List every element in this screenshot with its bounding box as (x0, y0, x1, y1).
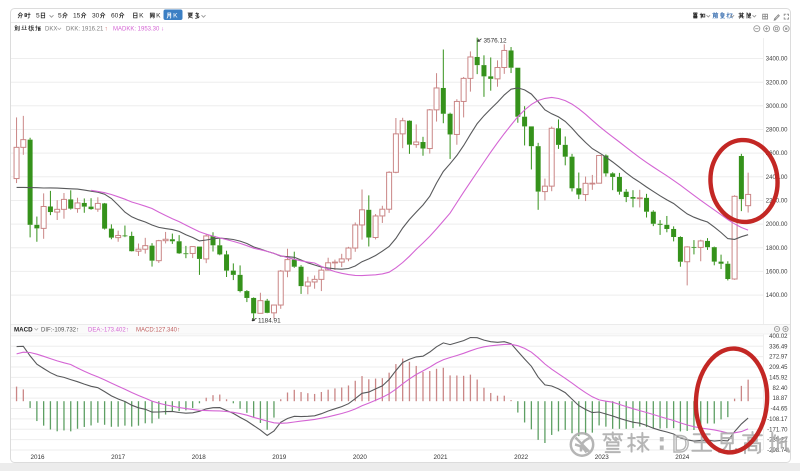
svg-text:MACD: MACD (14, 326, 33, 333)
svg-text:2023: 2023 (595, 454, 610, 461)
svg-text:2800.00: 2800.00 (766, 128, 788, 134)
svg-text:2022: 2022 (514, 454, 529, 461)
svg-text:-44.65: -44.65 (770, 407, 788, 413)
svg-text:2018: 2018 (192, 454, 207, 461)
svg-text:2200.00: 2200.00 (766, 199, 788, 205)
svg-text:1800.00: 1800.00 (766, 246, 788, 252)
svg-text:1184.91: 1184.91 (258, 318, 281, 325)
svg-text:2021: 2021 (433, 454, 448, 461)
svg-text:82.40: 82.40 (772, 386, 788, 392)
svg-text:18.87: 18.87 (772, 396, 788, 402)
svg-text:K: K (173, 13, 178, 20)
svg-text:1600.00: 1600.00 (766, 270, 788, 276)
svg-text:DKK: 1916.21: DKK: 1916.21 (66, 26, 104, 32)
svg-text:DKX: DKX (45, 26, 57, 32)
svg-text:K: K (156, 13, 161, 20)
svg-text:DIF:-109.732↑: DIF:-109.732↑ (41, 327, 79, 333)
svg-text:2020: 2020 (353, 454, 368, 461)
svg-text:K: K (139, 13, 144, 20)
svg-text:30: 30 (92, 13, 100, 20)
svg-text:-108.17: -108.17 (767, 417, 788, 423)
svg-text:1400.00: 1400.00 (766, 293, 788, 299)
svg-text:2017: 2017 (111, 454, 126, 461)
svg-text:3400.00: 3400.00 (766, 57, 788, 63)
svg-text:3200.00: 3200.00 (766, 80, 788, 86)
svg-text:209.45: 209.45 (769, 365, 788, 371)
svg-text:-298.74: -298.74 (767, 448, 788, 454)
svg-text:↓: ↓ (161, 26, 164, 32)
svg-text:400.02: 400.02 (769, 334, 788, 340)
svg-text:D: D (672, 431, 689, 458)
svg-text:272.97: 272.97 (769, 355, 788, 361)
svg-text:2600.00: 2600.00 (766, 151, 788, 157)
svg-text:60: 60 (111, 13, 119, 20)
svg-text:3000.00: 3000.00 (766, 104, 788, 110)
svg-text:15: 15 (73, 13, 81, 20)
svg-text:2019: 2019 (272, 454, 287, 461)
svg-text:3576.12: 3576.12 (484, 38, 508, 45)
svg-text:145.92: 145.92 (769, 376, 788, 382)
svg-text:MACD:127.340↑: MACD:127.340↑ (136, 327, 180, 333)
svg-text:5: 5 (58, 13, 62, 20)
svg-text:-171.70: -171.70 (767, 427, 788, 433)
svg-text:2016: 2016 (30, 454, 45, 461)
svg-text:2024: 2024 (675, 454, 690, 461)
svg-text:DEA:-173.402↑: DEA:-173.402↑ (88, 327, 129, 333)
svg-text:2000.00: 2000.00 (766, 222, 788, 228)
svg-text:336.49: 336.49 (769, 344, 788, 350)
svg-text:MADKK: 1953.30: MADKK: 1953.30 (113, 26, 160, 32)
svg-text:5: 5 (36, 13, 40, 20)
svg-text:↑: ↑ (105, 26, 108, 32)
